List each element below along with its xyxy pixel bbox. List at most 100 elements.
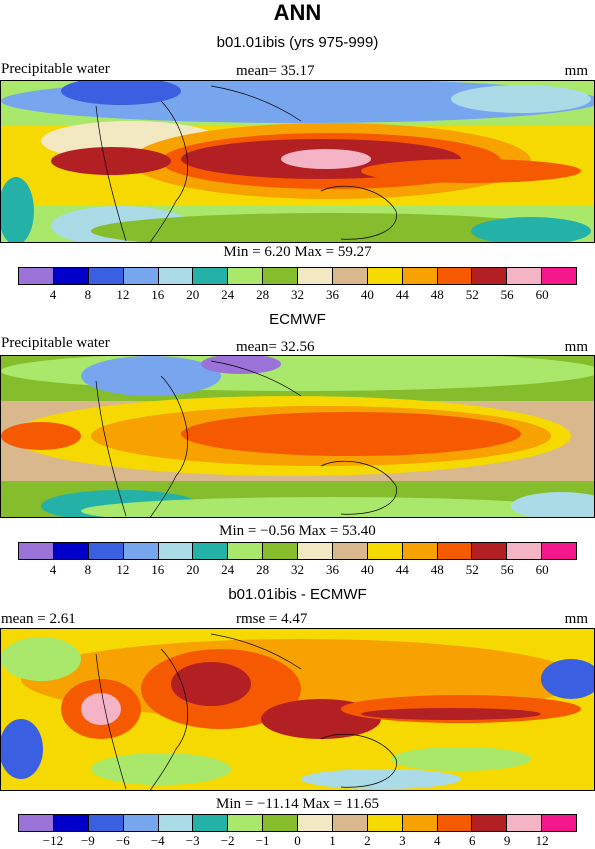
panel-3-colorbar: [18, 814, 577, 832]
colorbar-swatch: [228, 268, 264, 284]
colorbar-swatch: [53, 268, 89, 284]
colorbar-tick-label: 4: [434, 833, 441, 848]
colorbar-swatch: [402, 268, 438, 284]
colorbar-tick-label: 0: [294, 833, 301, 848]
colorbar-swatch: [263, 543, 298, 559]
colorbar-swatch: [472, 543, 508, 559]
colorbar-swatch: [123, 268, 159, 284]
panel-3-header: b01.01ibis - ECMWF: [228, 586, 367, 603]
panel-1-map: [0, 80, 595, 243]
colorbar-tick-label: −4: [150, 833, 165, 848]
colorbar-tick-label: 12: [116, 562, 130, 577]
colorbar-tick-label: 4: [49, 287, 57, 302]
colorbar-swatch: [88, 543, 124, 559]
panel-1-mean-label: mean= 35.17: [236, 63, 315, 79]
panel-3-units-label: mm: [564, 611, 588, 627]
colorbar-swatch: [88, 268, 124, 284]
colorbar-swatch: [437, 543, 473, 559]
colorbar-swatch: [367, 543, 403, 559]
colorbar-tick-label: −9: [80, 833, 95, 848]
colorbar-tick-label: 36: [325, 287, 339, 302]
panel-3-rmse-label: rmse = 4.47: [236, 611, 308, 627]
colorbar-swatch: [193, 543, 229, 559]
colorbar-tick-label: 48: [430, 562, 444, 577]
colorbar-tick-label: 2: [364, 833, 371, 848]
colorbar-swatch: [228, 543, 264, 559]
colorbar-swatch: [542, 268, 576, 284]
colorbar-swatch: [158, 543, 194, 559]
colorbar-swatch: [263, 815, 298, 831]
colorbar-swatch: [19, 815, 54, 831]
colorbar-swatch: [402, 815, 438, 831]
colorbar-swatch: [507, 268, 543, 284]
panel-1-colorbar: [18, 267, 577, 285]
colorbar-tick-label: 16: [151, 562, 165, 577]
colorbar-tick-label: 36: [325, 562, 339, 577]
colorbar-tick-label: 12: [535, 833, 549, 848]
colorbar-swatch: [19, 543, 54, 559]
panel-3-colorbar-ticks: −12 −9 −6 −4 −3 −2 −1 0 1 2 3 4 6 9 12: [18, 833, 577, 849]
colorbar-tick-label: 8: [84, 562, 92, 577]
colorbar-tick-label: 60: [535, 287, 549, 302]
colorbar-swatch: [542, 815, 576, 831]
colorbar-tick-label: 56: [500, 287, 514, 302]
colorbar-swatch: [402, 543, 438, 559]
colorbar-tick-label: 44: [395, 562, 409, 577]
panel-3-mean-label: mean = 2.61: [1, 611, 76, 627]
colorbar-tick-label: 20: [186, 562, 200, 577]
colorbar-swatch: [53, 815, 89, 831]
colorbar-swatch: [437, 268, 473, 284]
colorbar-tick-label: 56: [500, 562, 514, 577]
colorbar-swatch: [19, 268, 54, 284]
colorbar-tick-label: 32: [291, 562, 304, 577]
colorbar-tick-label: 3: [399, 833, 406, 848]
colorbar-tick-label: 48: [430, 287, 444, 302]
colorbar-swatch: [158, 268, 194, 284]
panel-2-variable-label: Precipitable water: [1, 335, 110, 351]
colorbar-tick-label: 8: [84, 287, 92, 302]
colorbar-swatch: [332, 815, 368, 831]
colorbar-tick-label: 16: [151, 287, 165, 302]
colorbar-swatch: [228, 815, 264, 831]
colorbar-swatch: [332, 543, 368, 559]
colorbar-tick-label: −3: [185, 833, 200, 848]
panel-1-header: b01.01ibis (yrs 975-999): [216, 34, 379, 51]
colorbar-swatch: [332, 268, 368, 284]
colorbar-tick-label: 44: [395, 287, 409, 302]
colorbar-tick-label: 60: [535, 562, 549, 577]
panel-2-mean-label: mean= 32.56: [236, 339, 315, 355]
colorbar-swatch: [193, 815, 229, 831]
colorbar-swatch: [88, 815, 124, 831]
colorbar-tick-label: 52: [465, 287, 479, 302]
panel-2-min-max: Min = −0.56 Max = 53.40: [219, 523, 376, 539]
colorbar-swatch: [193, 268, 229, 284]
colorbar-tick-label: 40: [360, 287, 374, 302]
colorbar-swatch: [472, 268, 508, 284]
panel-2-colorbar-ticks: 4 8 12 16 20 24 28 32 36 40 44 48 52 56 60: [18, 562, 577, 578]
colorbar-tick-label: 4: [49, 562, 57, 577]
panel-1-min-max: Min = 6.20 Max = 59.27: [223, 244, 372, 260]
colorbar-tick-label: 24: [221, 287, 235, 302]
colorbar-swatch: [367, 815, 403, 831]
panel-2-units-label: mm: [564, 339, 588, 355]
colorbar-tick-label: 40: [360, 562, 374, 577]
colorbar-swatch: [507, 815, 543, 831]
panel-1-colorbar-ticks: 4 8 12 16 20 24 28 32 36 40 44 48 52 56 60: [18, 287, 577, 303]
panel-3-map: [0, 628, 595, 791]
colorbar-tick-label: −1: [255, 833, 270, 848]
colorbar-swatch: [53, 543, 89, 559]
colorbar-tick-label: 1: [329, 833, 336, 848]
colorbar-tick-label: 52: [465, 562, 479, 577]
colorbar-swatch: [123, 815, 159, 831]
figure-title: ANN: [273, 0, 322, 25]
panel-1-units-label: mm: [564, 63, 588, 79]
colorbar-tick-label: −2: [220, 833, 235, 848]
panel-2-colorbar: [18, 542, 577, 560]
colorbar-tick-label: 28: [256, 562, 270, 577]
colorbar-tick-label: −6: [115, 833, 130, 848]
colorbar-swatch: [472, 815, 508, 831]
panel-1-variable-label: Precipitable water: [1, 61, 110, 77]
colorbar-swatch: [298, 268, 333, 284]
colorbar-swatch: [158, 815, 194, 831]
colorbar-swatch: [437, 815, 473, 831]
